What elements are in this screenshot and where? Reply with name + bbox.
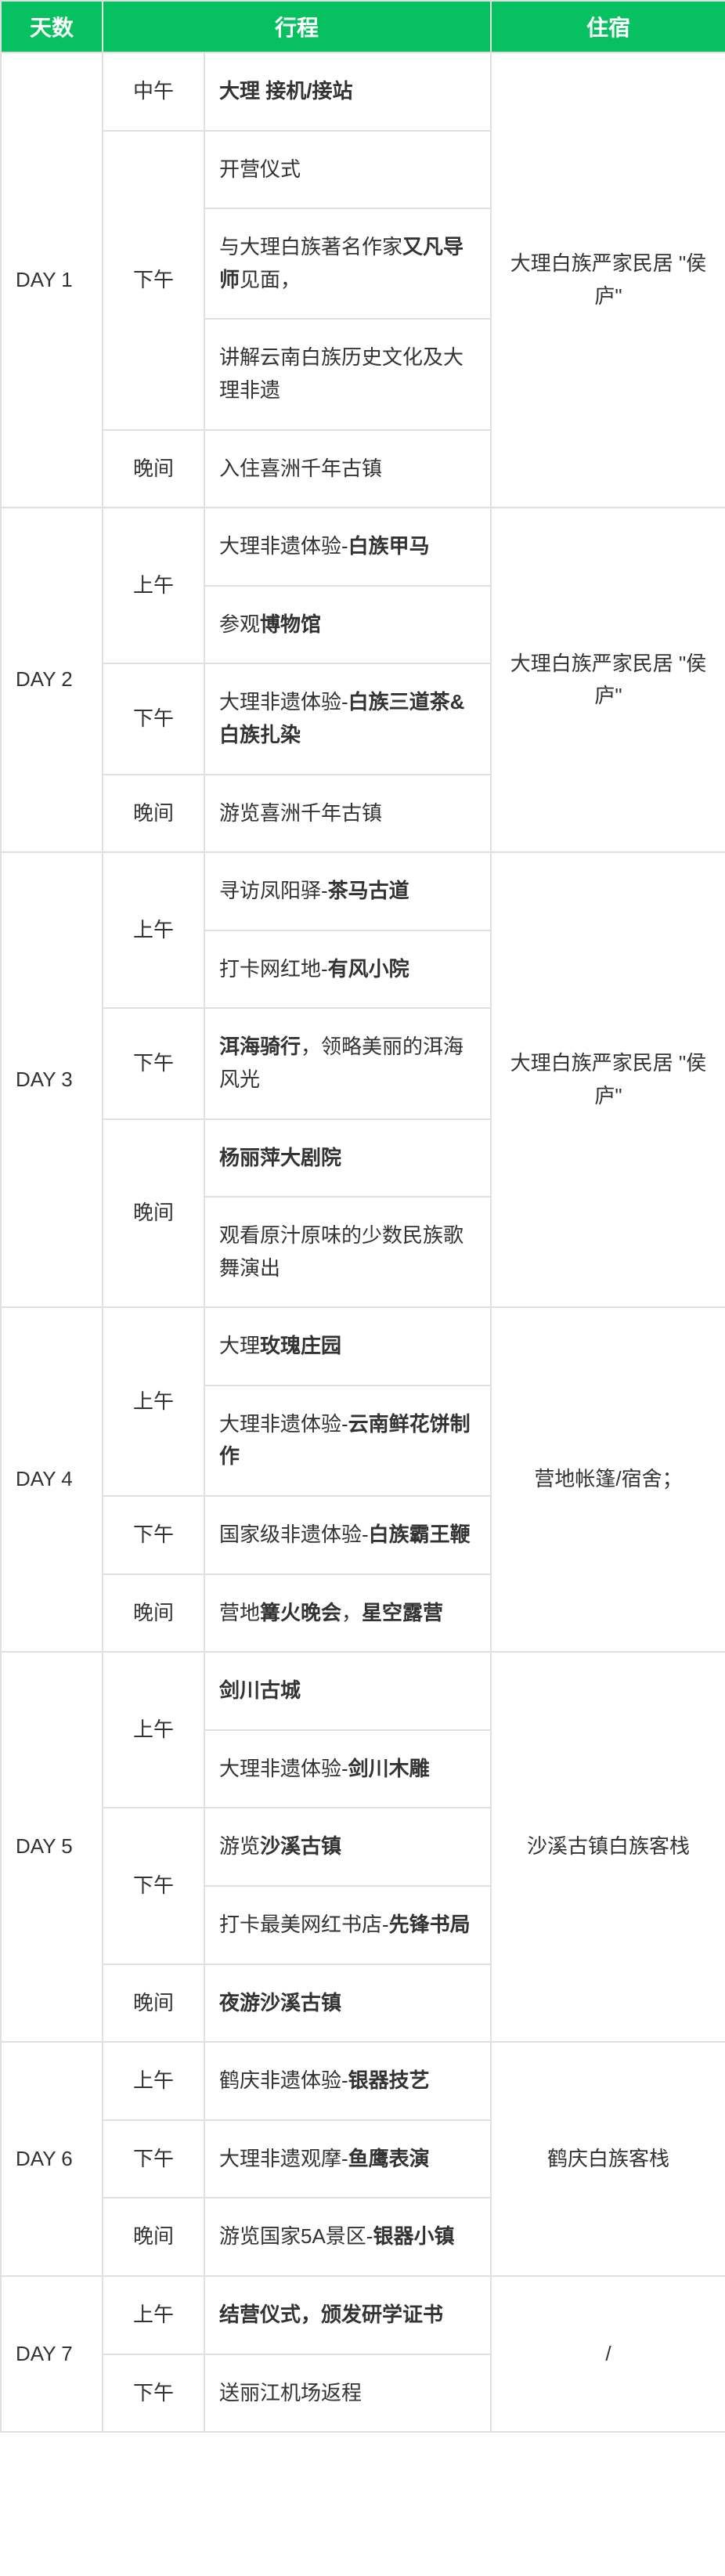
day-cell: DAY 7	[1, 2276, 103, 2432]
activity-cell: 寻访凤阳驿-茶马古道	[204, 852, 491, 930]
period-cell: 晚间	[103, 430, 204, 508]
stay-cell: 大理白族严家民居 "侯庐"	[491, 508, 725, 852]
table-row: DAY 5上午剑川古城沙溪古镇白族客栈	[1, 1652, 725, 1730]
activity-cell: 鹤庆非遗体验-银器技艺	[204, 2042, 491, 2120]
table-body: DAY 1中午大理 接机/接站大理白族严家民居 "侯庐"下午开营仪式与大理白族著…	[1, 52, 725, 2432]
header-days: 天数	[1, 1, 103, 52]
activity-cell: 大理非遗体验-白族三道茶&白族扎染	[204, 663, 491, 774]
period-cell: 下午	[103, 1808, 204, 1964]
day-cell: DAY 5	[1, 1652, 103, 2042]
activity-cell: 大理非遗体验-剑川木雕	[204, 1730, 491, 1808]
activity-cell: 大理非遗体验-白族甲马	[204, 508, 491, 586]
period-cell: 下午	[103, 663, 204, 774]
table-row: DAY 3上午寻访凤阳驿-茶马古道大理白族严家民居 "侯庐"	[1, 852, 725, 930]
activity-cell: 国家级非遗体验-白族霸王鞭	[204, 1496, 491, 1574]
itinerary-table: 天数 行程 住宿 DAY 1中午大理 接机/接站大理白族严家民居 "侯庐"下午开…	[0, 0, 725, 2433]
activity-cell: 大理非遗体验-云南鲜花饼制作	[204, 1386, 491, 1496]
stay-cell: 大理白族严家民居 "侯庐"	[491, 52, 725, 508]
activity-cell: 打卡最美网红书店-先锋书局	[204, 1886, 491, 1964]
stay-cell: 沙溪古镇白族客栈	[491, 1652, 725, 2042]
stay-cell: 大理白族严家民居 "侯庐"	[491, 852, 725, 1307]
activity-cell: 与大理白族著名作家又凡导师见面，	[204, 208, 491, 319]
table-row: DAY 7上午结营仪式，颁发研学证书/	[1, 2276, 725, 2354]
activity-cell: 大理非遗观摩-鱼鹰表演	[204, 2120, 491, 2198]
stay-cell: 鹤庆白族客栈	[491, 2042, 725, 2276]
period-cell: 上午	[103, 2042, 204, 2120]
period-cell: 上午	[103, 1307, 204, 1496]
period-cell: 晚间	[103, 2198, 204, 2276]
table-row: DAY 2上午大理非遗体验-白族甲马大理白族严家民居 "侯庐"	[1, 508, 725, 586]
day-cell: DAY 2	[1, 508, 103, 852]
activity-cell: 开营仪式	[204, 131, 491, 209]
activity-cell: 游览国家5A景区-银器小镇	[204, 2198, 491, 2276]
activity-cell: 观看原汁原味的少数民族歌舞演出	[204, 1197, 491, 1307]
activity-cell: 洱海骑行，领略美丽的洱海风光	[204, 1008, 491, 1118]
day-cell: DAY 4	[1, 1307, 103, 1652]
header-row: 天数 行程 住宿	[1, 1, 725, 52]
period-cell: 下午	[103, 2354, 204, 2433]
activity-cell: 大理玫瑰庄园	[204, 1307, 491, 1386]
activity-cell: 入住喜洲千年古镇	[204, 430, 491, 508]
period-cell: 下午	[103, 131, 204, 430]
activity-cell: 游览沙溪古镇	[204, 1808, 491, 1886]
activity-cell: 讲解云南白族历史文化及大理非遗	[204, 319, 491, 429]
period-cell: 下午	[103, 2120, 204, 2198]
day-cell: DAY 6	[1, 2042, 103, 2276]
period-cell: 上午	[103, 2276, 204, 2354]
activity-cell: 游览喜洲千年古镇	[204, 775, 491, 853]
activity-cell: 剑川古城	[204, 1652, 491, 1730]
period-cell: 晚间	[103, 1964, 204, 2043]
period-cell: 下午	[103, 1496, 204, 1574]
activity-cell: 参观博物馆	[204, 586, 491, 664]
header-itinerary: 行程	[103, 1, 491, 52]
activity-cell: 夜游沙溪古镇	[204, 1964, 491, 2043]
activity-cell: 杨丽萍大剧院	[204, 1119, 491, 1198]
period-cell: 上午	[103, 1652, 204, 1808]
day-cell: DAY 1	[1, 52, 103, 508]
day-cell: DAY 3	[1, 852, 103, 1307]
activity-cell: 打卡网红地-有风小院	[204, 930, 491, 1009]
stay-cell: 营地帐篷/宿舍；	[491, 1307, 725, 1652]
activity-cell: 结营仪式，颁发研学证书	[204, 2276, 491, 2354]
period-cell: 上午	[103, 852, 204, 1008]
period-cell: 上午	[103, 508, 204, 663]
stay-cell: /	[491, 2276, 725, 2432]
table-row: DAY 4上午大理玫瑰庄园营地帐篷/宿舍；	[1, 1307, 725, 1386]
table-row: DAY 1中午大理 接机/接站大理白族严家民居 "侯庐"	[1, 52, 725, 131]
period-cell: 晚间	[103, 775, 204, 853]
period-cell: 晚间	[103, 1119, 204, 1308]
header-stay: 住宿	[491, 1, 725, 52]
activity-cell: 营地篝火晚会，星空露营	[204, 1574, 491, 1653]
table-row: DAY 6上午鹤庆非遗体验-银器技艺鹤庆白族客栈	[1, 2042, 725, 2120]
activity-cell: 送丽江机场返程	[204, 2354, 491, 2433]
period-cell: 中午	[103, 52, 204, 131]
activity-cell: 大理 接机/接站	[204, 52, 491, 131]
period-cell: 晚间	[103, 1574, 204, 1653]
period-cell: 下午	[103, 1008, 204, 1118]
